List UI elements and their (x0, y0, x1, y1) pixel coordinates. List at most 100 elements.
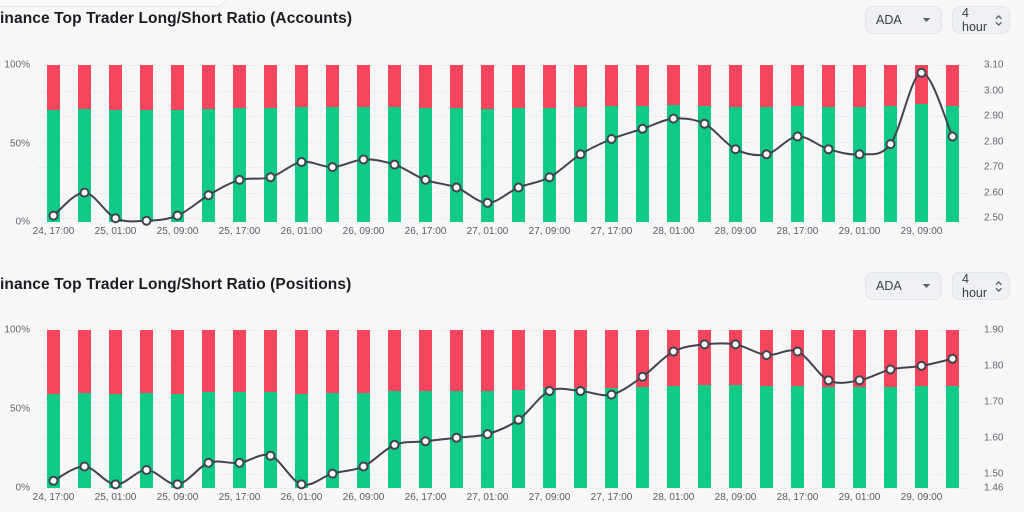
bar[interactable] (47, 330, 60, 488)
bar-short-segment (543, 65, 556, 108)
bar[interactable] (853, 65, 866, 222)
bar-long-segment (543, 387, 556, 488)
bar[interactable] (450, 65, 463, 222)
bar[interactable] (605, 330, 618, 488)
bar-short-segment (357, 330, 370, 393)
left-tick-label: 50% (9, 138, 30, 149)
x-tick-label: 28, 09:00 (714, 492, 757, 503)
bar[interactable] (481, 65, 494, 222)
bar[interactable] (419, 65, 432, 222)
caret-down-icon (922, 284, 931, 288)
symbol-dropdown[interactable]: ADA (865, 272, 942, 300)
bar[interactable] (295, 330, 308, 488)
bar[interactable] (791, 65, 804, 222)
bar[interactable] (264, 330, 277, 488)
bar[interactable] (47, 65, 60, 222)
symbol-dropdown[interactable]: ADA (865, 6, 942, 34)
bar[interactable] (667, 330, 680, 488)
bar[interactable] (822, 330, 835, 488)
bar[interactable] (729, 65, 742, 222)
bar[interactable] (109, 330, 122, 488)
bar[interactable] (574, 65, 587, 222)
bar[interactable] (915, 65, 928, 222)
bar-short-segment (419, 65, 432, 108)
bar[interactable] (326, 330, 339, 488)
interval-dropdown[interactable]: 4 hour (952, 272, 1010, 300)
bar[interactable] (543, 330, 556, 488)
bar-short-segment (295, 330, 308, 394)
right-tick-label: 2.60 (984, 187, 1004, 199)
bar-short-segment (450, 330, 463, 391)
bar-long-segment (729, 106, 742, 222)
bar[interactable] (78, 65, 91, 222)
bar-short-segment (667, 330, 680, 386)
bar[interactable] (512, 330, 525, 488)
bar[interactable] (78, 330, 91, 488)
right-tick-label: 1.70 (984, 396, 1004, 408)
bar[interactable] (574, 330, 587, 488)
bar[interactable] (698, 65, 711, 222)
bar-short-segment (791, 330, 804, 386)
bar[interactable] (481, 330, 494, 488)
plot-area[interactable] (38, 330, 968, 490)
bar[interactable] (357, 65, 370, 222)
plot-area[interactable] (38, 65, 968, 226)
bar[interactable] (109, 65, 122, 222)
bar[interactable] (171, 65, 184, 222)
bar-short-segment (636, 330, 649, 387)
bar[interactable] (202, 330, 215, 488)
bar-long-segment (326, 393, 339, 488)
bar[interactable] (419, 330, 432, 488)
bar[interactable] (884, 330, 897, 488)
bar-long-segment (109, 394, 122, 488)
bar-long-segment (915, 103, 928, 222)
bar[interactable] (915, 330, 928, 488)
left-tick-label: 50% (9, 403, 30, 415)
bar[interactable] (636, 65, 649, 222)
bar[interactable] (233, 65, 246, 222)
bar[interactable] (202, 65, 215, 222)
bar[interactable] (605, 65, 618, 222)
bar-short-segment (605, 65, 618, 107)
bar-short-segment (233, 65, 246, 108)
bar[interactable] (791, 330, 804, 488)
bar[interactable] (636, 330, 649, 488)
gridline (38, 488, 968, 489)
bar-long-segment (450, 390, 463, 488)
bar[interactable] (853, 330, 866, 488)
bar[interactable] (760, 330, 773, 488)
bar[interactable] (512, 65, 525, 222)
bar[interactable] (140, 330, 153, 488)
bar[interactable] (946, 65, 959, 222)
bar[interactable] (357, 330, 370, 488)
bar[interactable] (667, 65, 680, 222)
bar[interactable] (450, 330, 463, 488)
bar[interactable] (295, 65, 308, 222)
right-axis: 1.90 1.80 1.70 1.60 1.50 1.46 (984, 325, 1024, 494)
bar[interactable] (233, 330, 246, 488)
bar[interactable] (171, 330, 184, 488)
bar[interactable] (946, 330, 959, 488)
bar[interactable] (884, 65, 897, 222)
right-tick-label: 1.60 (984, 432, 1004, 444)
bar[interactable] (543, 65, 556, 222)
bar-short-segment (171, 65, 184, 110)
bar[interactable] (388, 65, 401, 222)
bar[interactable] (264, 65, 277, 222)
bar-long-segment (791, 106, 804, 222)
bar-short-segment (946, 330, 959, 387)
bar[interactable] (698, 330, 711, 488)
bar[interactable] (326, 65, 339, 222)
bar-short-segment (140, 330, 153, 393)
x-axis: 24, 17:00 25, 01:00 25, 09:00 25, 17:00 26, … (0, 226, 1024, 240)
bar-short-segment (78, 330, 91, 393)
x-tick-label: 28, 01:00 (652, 226, 695, 237)
bar[interactable] (760, 65, 773, 222)
bar-long-segment (233, 392, 246, 488)
bar[interactable] (388, 330, 401, 488)
bar[interactable] (729, 330, 742, 488)
bar[interactable] (140, 65, 153, 222)
bar[interactable] (822, 65, 835, 222)
interval-dropdown[interactable]: 4 hour (952, 6, 1010, 34)
x-tick-label: 24, 17:00 (32, 226, 75, 237)
